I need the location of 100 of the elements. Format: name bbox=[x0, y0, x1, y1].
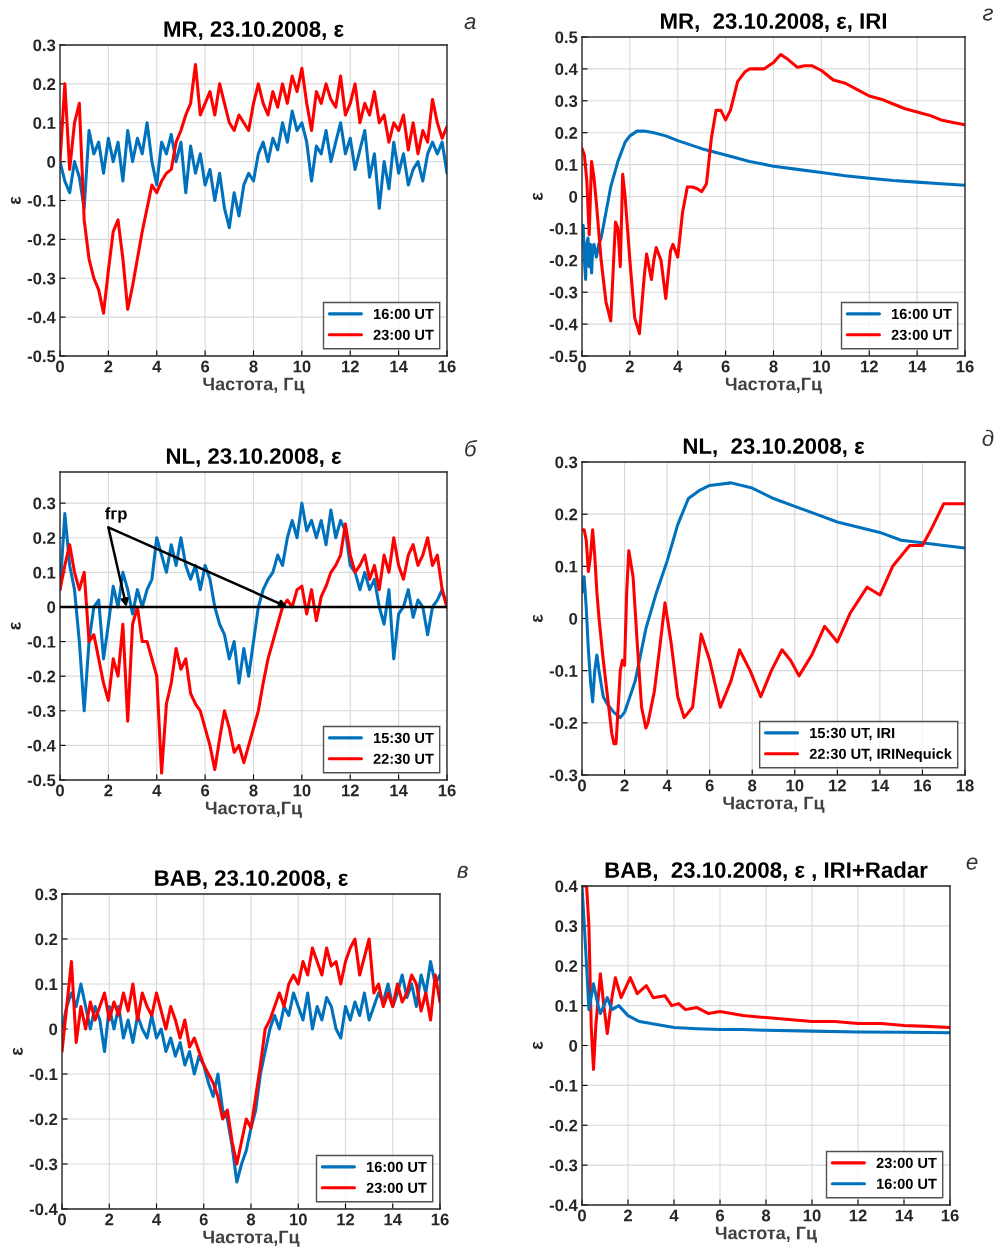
legend-label: 16:00 UT bbox=[374, 308, 434, 320]
y-tick-label: -0.4 bbox=[549, 318, 578, 331]
y-tick-label: -0.2 bbox=[549, 1119, 578, 1132]
x-tick-label: 2 bbox=[105, 1213, 114, 1226]
x-tick-label: 12 bbox=[342, 360, 359, 373]
x-tick-label: 8 bbox=[249, 784, 258, 797]
y-tick-label: 0.3 bbox=[33, 497, 56, 510]
x-tick-label: 4 bbox=[662, 779, 672, 792]
x-tick-label: 12 bbox=[849, 1209, 867, 1222]
x-axis-title: Частота, Гц bbox=[723, 796, 825, 813]
x-tick-label: 0 bbox=[578, 1209, 586, 1222]
legend-label: 15:30 UT bbox=[374, 732, 434, 744]
x-tick-label: 6 bbox=[199, 1213, 208, 1226]
x-tick-label: 8 bbox=[748, 779, 757, 792]
y-tick-label: -0.3 bbox=[549, 769, 578, 782]
y-tick-label: 0.1 bbox=[35, 978, 58, 991]
y-tick-label: 0.3 bbox=[555, 920, 578, 933]
y-tick-label: -0.4 bbox=[29, 1203, 58, 1216]
y-tick-label: 0.1 bbox=[33, 117, 56, 129]
x-tick-label: 2 bbox=[104, 360, 113, 373]
y-tick-label: 0 bbox=[49, 1023, 58, 1036]
x-tick-label: 14 bbox=[908, 360, 927, 373]
y-axis-title: ε bbox=[532, 1041, 543, 1050]
y-tick-label: 0.2 bbox=[35, 933, 58, 946]
x-tick-label: 14 bbox=[871, 779, 890, 792]
y-axis-title: ε bbox=[532, 614, 543, 623]
y-tick-label: -0.2 bbox=[549, 254, 578, 267]
y-tick-label: 0.1 bbox=[555, 159, 578, 171]
legend-label: 23:00 UT bbox=[366, 1182, 427, 1194]
legend-label: 22:30 UT bbox=[373, 753, 434, 765]
annotation: fгр bbox=[105, 507, 127, 523]
x-tick-label: 6 bbox=[201, 360, 210, 373]
y-tick-label: -0.1 bbox=[549, 222, 578, 235]
text: в bbox=[457, 865, 468, 878]
y-tick-label: 0.2 bbox=[555, 127, 578, 139]
y-axis-title: ε bbox=[532, 192, 543, 201]
x-tick-label: 4 bbox=[152, 784, 162, 797]
line-series bbox=[582, 502, 965, 746]
chart-title: MR, 23.10.2008, ε, IRI bbox=[661, 13, 886, 33]
chart-title: NL, 23.10.2008, ε bbox=[683, 438, 865, 458]
x-tick-label: 12 bbox=[342, 784, 359, 797]
y-tick-label: -0.2 bbox=[549, 717, 578, 730]
y-tick-label: -0.2 bbox=[27, 670, 56, 683]
y-tick-label: -0.4 bbox=[549, 1199, 578, 1212]
legend-label: 16:00 UT bbox=[877, 1178, 937, 1189]
y-tick-label: 0 bbox=[47, 601, 56, 614]
x-tick-label: 12 bbox=[829, 779, 846, 792]
y-tick-label: -0.3 bbox=[27, 272, 56, 285]
y-tick-label: -0.3 bbox=[29, 1158, 58, 1171]
legend-label: 23:00 UT bbox=[876, 1157, 937, 1169]
line-series bbox=[60, 109, 447, 230]
x-tick-label: 10 bbox=[786, 779, 804, 792]
text: е bbox=[966, 857, 978, 870]
legend-label: 16:00 UT bbox=[892, 308, 952, 320]
x-tick-label: 12 bbox=[861, 360, 878, 373]
y-tick-label: 0.5 bbox=[555, 31, 578, 44]
y-tick-label: -0.3 bbox=[27, 705, 56, 718]
x-tick-label: 10 bbox=[293, 360, 311, 373]
x-tick-label: 0 bbox=[578, 779, 586, 792]
y-tick-label: -0.4 bbox=[27, 739, 56, 752]
y-tick-label: -0.5 bbox=[27, 350, 56, 363]
line-series bbox=[60, 522, 447, 775]
x-axis-title: Частота,Гц bbox=[725, 377, 822, 394]
x-tick-label: 6 bbox=[721, 360, 730, 373]
y-tick-label: -0.2 bbox=[29, 1113, 58, 1126]
x-tick-label: 10 bbox=[813, 360, 830, 373]
x-tick-label: 2 bbox=[620, 779, 629, 792]
y-tick-label: 0 bbox=[47, 156, 56, 168]
x-tick-label: 16 bbox=[431, 1213, 449, 1226]
chart-title: BAB, 23.10.2008, ε , IRI+Radar bbox=[605, 861, 928, 882]
y-tick-label: -0.2 bbox=[27, 233, 56, 246]
y-tick-label: -0.1 bbox=[549, 1079, 578, 1092]
x-axis-title: Частота, Гц bbox=[203, 377, 305, 394]
x-tick-label: 8 bbox=[249, 360, 258, 373]
x-tick-label: 14 bbox=[390, 360, 408, 373]
x-tick-label: 6 bbox=[705, 779, 714, 792]
y-tick-label: 0.3 bbox=[555, 456, 578, 469]
x-tick-label: 14 bbox=[895, 1209, 914, 1222]
x-tick-label: 8 bbox=[769, 360, 778, 373]
x-tick-label: 4 bbox=[673, 360, 683, 373]
x-tick-label: 10 bbox=[293, 784, 311, 797]
x-tick-label: 10 bbox=[803, 1209, 821, 1222]
legend-label: 22:30 UT, IRINequick bbox=[809, 748, 952, 762]
legend-label: 23:00 UT bbox=[891, 329, 952, 341]
y-tick-label: -0.4 bbox=[27, 311, 56, 324]
x-tick-label: 16 bbox=[956, 360, 974, 373]
x-axis-title: Частота,Гц bbox=[203, 1230, 300, 1247]
y-tick-label: -0.3 bbox=[549, 1159, 578, 1172]
y-tick-label: 0 bbox=[569, 612, 578, 625]
x-tick-label: 18 bbox=[956, 779, 974, 792]
y-tick-label: 0.1 bbox=[555, 560, 578, 573]
line-series bbox=[582, 129, 965, 281]
x-tick-label: 8 bbox=[246, 1213, 256, 1226]
x-tick-label: 6 bbox=[201, 784, 210, 797]
text: г bbox=[982, 8, 993, 21]
legend-label: 23:00 UT bbox=[373, 329, 434, 341]
y-tick-label: 0.1 bbox=[555, 1000, 578, 1012]
x-tick-label: 16 bbox=[941, 1209, 959, 1222]
y-tick-label: 0.2 bbox=[33, 78, 56, 91]
x-tick-label: 14 bbox=[384, 1213, 402, 1226]
